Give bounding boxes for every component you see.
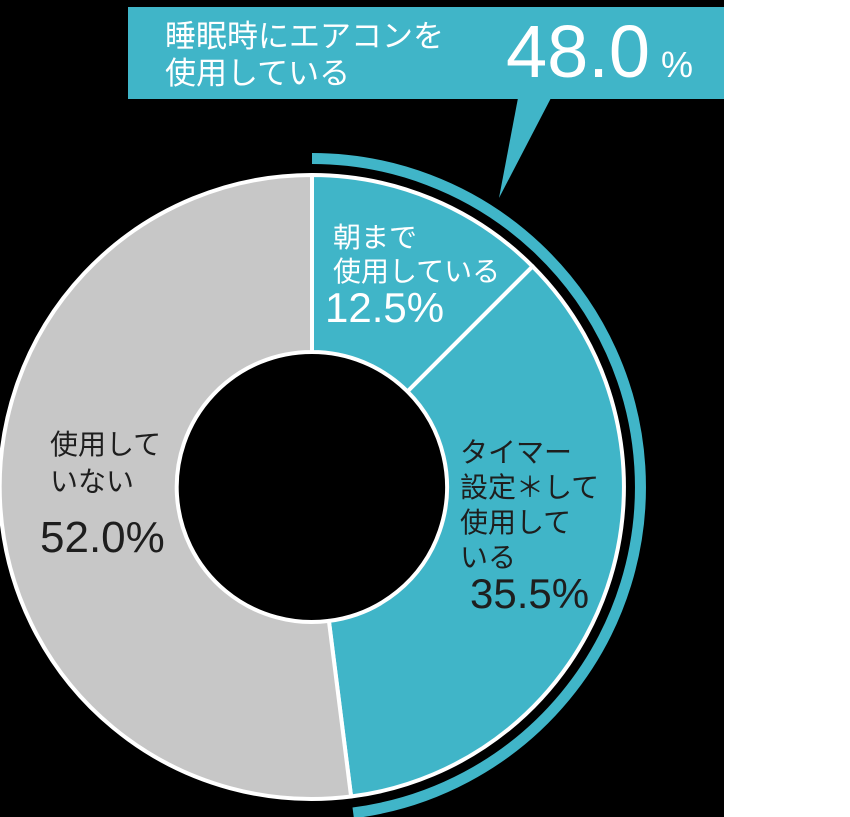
- segment-timer-value: 35.5%: [470, 570, 589, 617]
- segment-timer-label-line4: いる: [460, 542, 516, 573]
- callout-box: [128, 7, 724, 99]
- callout-pointer-tail: [499, 98, 551, 198]
- segment-timer-label-line3: 使用して: [460, 507, 571, 538]
- segment-notuse-label-line1: 使用して: [50, 429, 161, 460]
- callout-title-line1: 睡眠時にエアコンを: [165, 19, 444, 54]
- segment-notuse-value: 52.0%: [40, 513, 165, 562]
- segment-asamade-label-line1: 朝まで: [333, 222, 417, 253]
- callout-title-line2: 使用している: [165, 56, 350, 91]
- segment-asamade-label-line2: 使用している: [333, 256, 500, 287]
- segment-timer-label-line1: タイマー: [460, 437, 572, 468]
- callout-value-unit: %: [661, 44, 693, 85]
- donut-segment-2: [0, 173, 354, 801]
- donut-segments-group: [0, 173, 626, 801]
- segment-notuse-label-line2: いない: [50, 466, 134, 497]
- donut-segment-0: [310, 173, 535, 394]
- highlight-arc-48-percent: [311, 153, 646, 817]
- right-white-margin: [724, 0, 850, 817]
- segment-asamade-value: 12.5%: [325, 284, 444, 331]
- callout-value: 48.0: [506, 10, 650, 93]
- segment-timer-label-line2: 設定＊して: [460, 472, 599, 503]
- donut-segment-1: [326, 264, 626, 799]
